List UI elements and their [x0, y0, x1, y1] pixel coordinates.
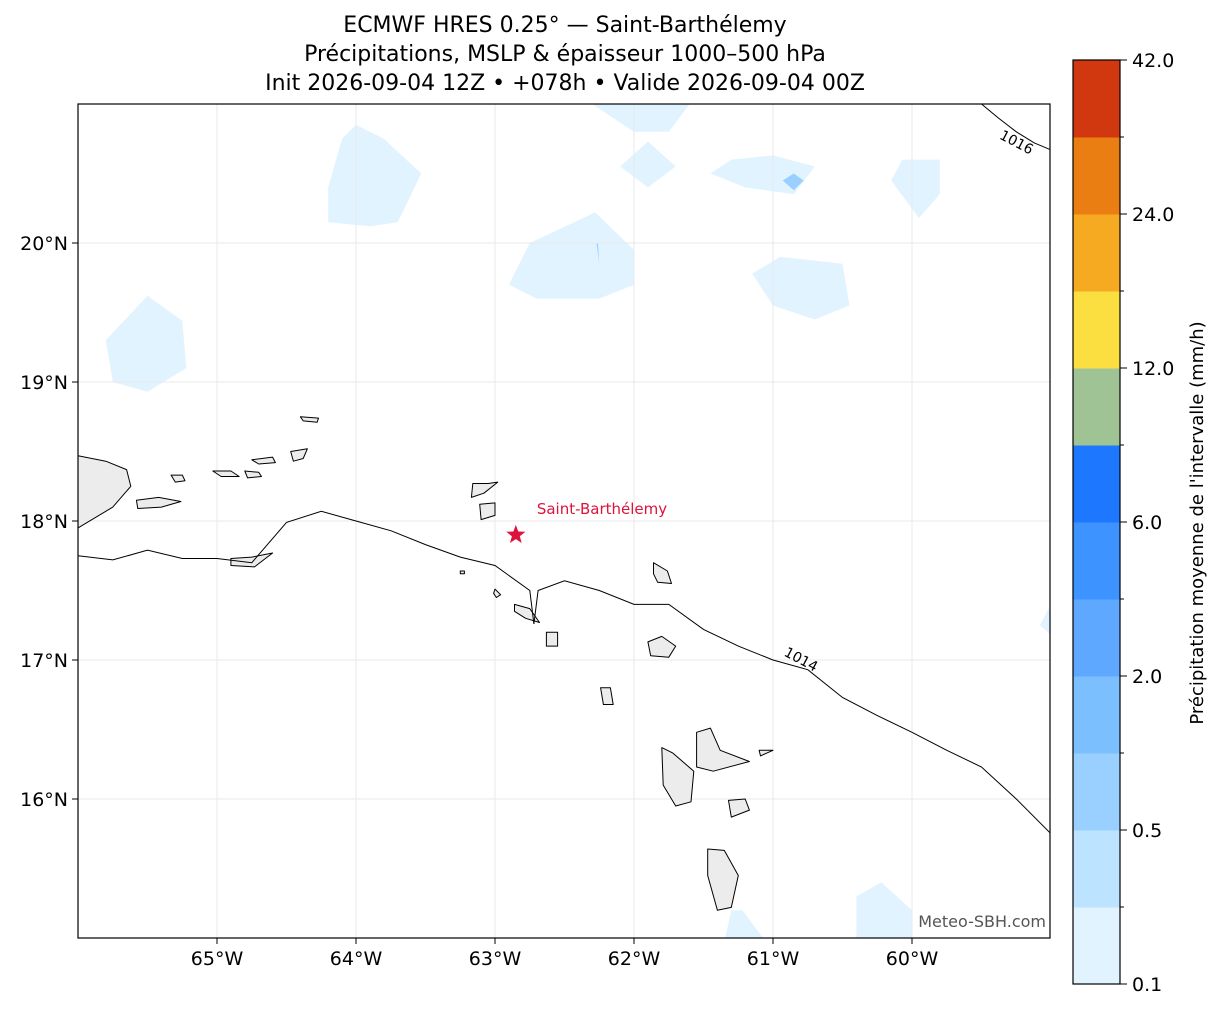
colorbar-segment: [1073, 291, 1120, 369]
island-montserrat: [600, 687, 614, 705]
lon-tick-label: 65°W: [191, 948, 244, 970]
colorbar-label: Précipitation moyenne de l'intervalle (m…: [1187, 321, 1208, 724]
island-dominica: [707, 848, 739, 911]
colorbar-segment: [1073, 830, 1120, 908]
island-st-thomas: [212, 470, 240, 477]
island-la-d-sirade: [758, 749, 774, 757]
island-antigua: [647, 635, 677, 658]
lon-tick-label: 62°W: [608, 948, 661, 970]
colorbar-tick-label: 6.0: [1132, 512, 1162, 534]
lon-tick-label: 63°W: [469, 948, 522, 970]
lat-tick-label: 19°N: [20, 372, 68, 394]
title-line-1: ECMWF HRES 0.25° — Saint-Barthélemy: [343, 13, 787, 38]
location-star-icon: [506, 524, 526, 543]
precip-area-7: [752, 256, 850, 320]
colorbar-tick-label: 0.1: [1132, 974, 1162, 996]
colorbar-tick-label: 12.0: [1132, 358, 1174, 380]
island-st-john: [244, 470, 262, 479]
island-sint-eustatius: [493, 588, 502, 598]
colorbar-segment: [1073, 445, 1120, 523]
precip-area-6: [891, 159, 940, 218]
colorbar-tick-label: 2.0: [1132, 666, 1162, 688]
island-puerto-rico: [78, 455, 132, 529]
lon-tick-label: 61°W: [747, 948, 800, 970]
precip-area-10: [1039, 606, 1050, 635]
lat-tick-label: 18°N: [20, 511, 68, 533]
precip-area-3: [592, 104, 690, 132]
island-anguilla: [470, 481, 499, 498]
island-barbuda: [653, 562, 672, 584]
isobar-1014: [78, 510, 1050, 834]
precip-area-1: [105, 295, 187, 392]
coastlines: [78, 416, 774, 911]
colorbar-segment: [1073, 522, 1120, 600]
colorbar-segment: [1073, 137, 1120, 215]
colorbar-tick-label: 0.5: [1132, 820, 1162, 842]
colorbar-segment: [1073, 368, 1120, 446]
location-label: Saint-Barthélemy: [537, 500, 667, 518]
colorbar-segment: [1073, 60, 1120, 138]
precip-area-2: [508, 212, 634, 299]
colorbar-segment: [1073, 907, 1120, 985]
lat-tick-label: 16°N: [20, 789, 68, 811]
precip-area-8: [725, 910, 763, 938]
isobar-1016: [981, 104, 1050, 151]
title-line-2: Précipitations, MSLP & épaisseur 1000–50…: [304, 42, 826, 67]
location-marker-group: Saint-Barthélemy: [506, 500, 667, 543]
precip-area-0: [328, 124, 422, 227]
title-line-3: Init 2026-09-04 12Z • +078h • Valide 202…: [265, 71, 865, 96]
precip-area-11: [782, 173, 804, 191]
island-culebra: [170, 474, 186, 483]
island-basse-terre: [661, 747, 695, 807]
lat-tick-label: 20°N: [20, 233, 68, 255]
lon-tick-label: 60°W: [886, 948, 939, 970]
axis-ticks: 65°W 64°W 63°W 62°W 61°W 60°W 16°N 17°N 18°N 19°N…: [20, 233, 938, 970]
precip-area-9: [856, 882, 912, 938]
lat-tick-label: 17°N: [20, 650, 68, 672]
colorbar-segment: [1073, 599, 1120, 677]
island-tortola: [251, 456, 276, 465]
colorbar-segment: [1073, 676, 1120, 754]
colorbar-tick-label: 24.0: [1132, 204, 1174, 226]
island-grande-terre: [696, 727, 750, 772]
precip-area-12: [596, 243, 600, 264]
watermark: Meteo-SBH.com: [918, 912, 1046, 931]
island-anegada: [299, 416, 319, 423]
island-virgin-gorda: [290, 448, 308, 462]
island-saba: [459, 570, 465, 575]
lon-tick-label: 64°W: [330, 948, 383, 970]
colorbar: 0.1 0.5 2.0 6.0 12.0 24.0 42.0: [1072, 50, 1174, 996]
colorbar-segment: [1073, 753, 1120, 831]
island-marie-galante: [728, 798, 750, 818]
colorbar-segment: [1073, 214, 1120, 292]
island-st-croix: [230, 552, 274, 568]
island-vieques: [135, 496, 182, 509]
island-saint-martin: [479, 502, 496, 521]
colorbar-tick-label: 42.0: [1132, 50, 1174, 72]
precipitation-layer: [105, 104, 1050, 938]
island-nevis: [545, 631, 559, 647]
